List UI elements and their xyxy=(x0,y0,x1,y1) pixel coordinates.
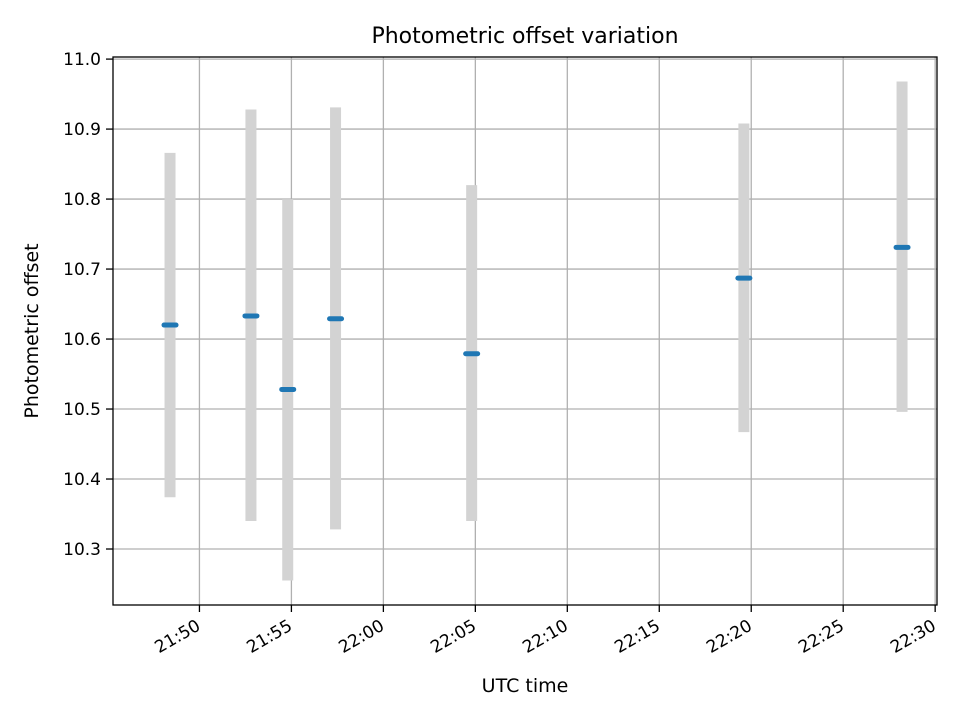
x-tick-label: 22:05 xyxy=(427,616,479,658)
data-points xyxy=(161,244,911,392)
x-axis-ticks: 21:50 21:55 22:00 22:05 22:10 22:15 22:20 22:25… xyxy=(152,605,940,658)
y-tick-label: 10.9 xyxy=(63,120,101,140)
x-tick-label: 22:10 xyxy=(519,616,571,658)
x-tick-label: 22:20 xyxy=(703,616,755,658)
errorbars xyxy=(164,81,908,581)
y-tick-label: 10.5 xyxy=(63,400,101,420)
y-tick-label: 10.7 xyxy=(63,260,101,280)
x-axis-label: UTC time xyxy=(482,675,569,697)
grid xyxy=(113,57,937,605)
x-tick-label: 22:15 xyxy=(611,616,663,658)
x-tick-label: 21:50 xyxy=(152,616,204,658)
plot-frame xyxy=(112,56,938,606)
y-tick-label: 10.8 xyxy=(63,190,101,210)
x-tick-label: 22:25 xyxy=(795,616,847,658)
chart-title: Photometric offset variation xyxy=(371,24,678,49)
x-tick-label: 21:55 xyxy=(243,616,295,658)
y-tick-label: 10.3 xyxy=(63,540,101,560)
x-tick-label: 22:00 xyxy=(335,616,387,658)
y-tick-label: 11.0 xyxy=(63,50,101,70)
y-tick-label: 10.4 xyxy=(63,470,101,490)
y-tick-label: 10.6 xyxy=(63,330,101,350)
x-tick-label: 22:30 xyxy=(887,616,939,658)
y-axis-ticks: 10.3 10.4 10.5 10.6 10.7 10.8 10.9 11.0 xyxy=(63,50,113,560)
y-axis-label: Photometric offset xyxy=(21,243,43,418)
